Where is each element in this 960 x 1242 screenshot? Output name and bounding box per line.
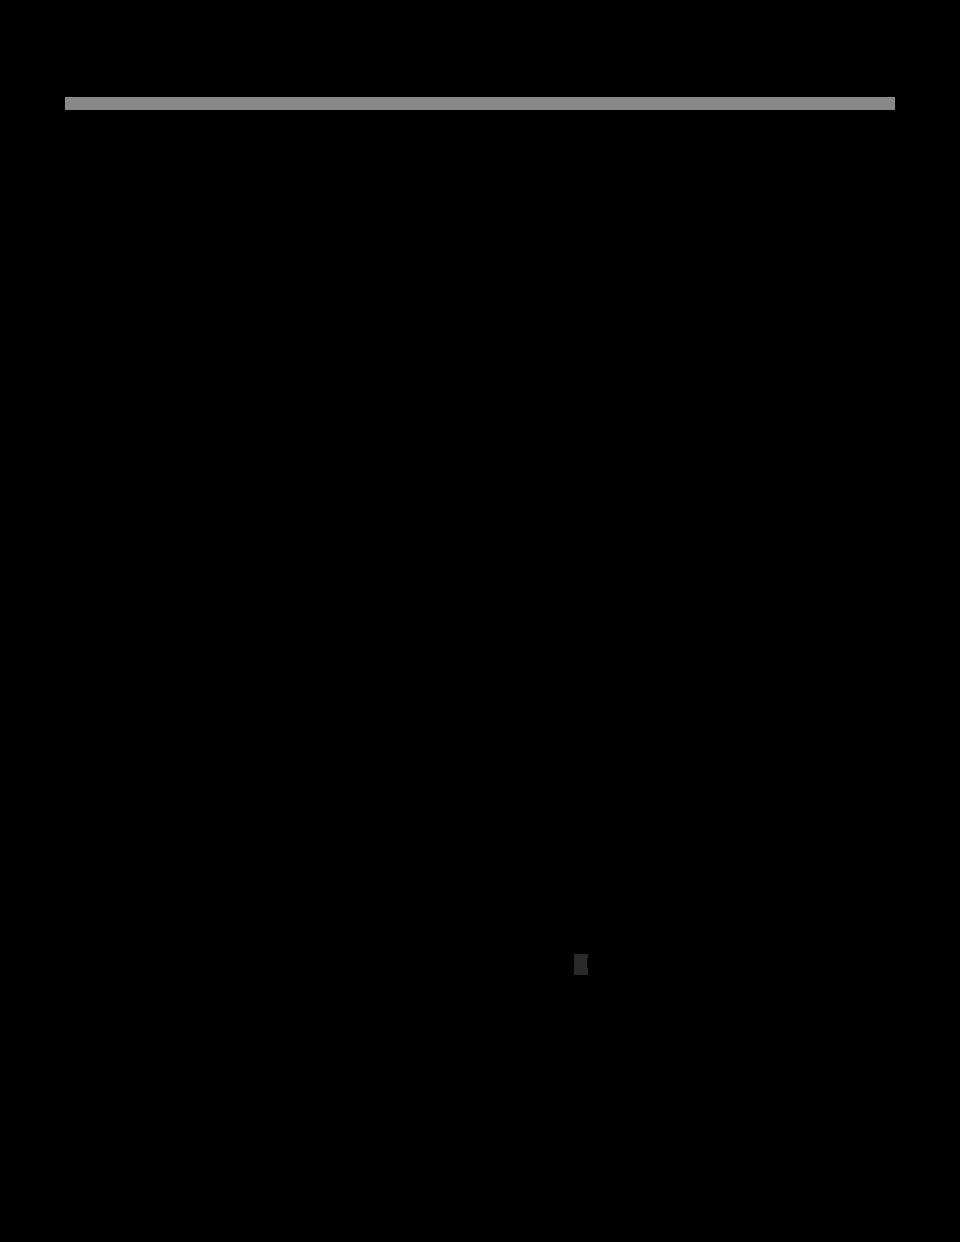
Text: ven piston pump.  The earlier system using the electro-hydraulic pump will not b: ven piston pump. The earlier system usin…: [97, 225, 675, 238]
Text: •  E34 - Touring 525i and 530i: • E34 - Touring 525i and 530i: [135, 518, 336, 532]
Text: suspension system and power steering system.: suspension system and power steering sys…: [97, 396, 414, 410]
Text: Strut: Strut: [748, 1129, 779, 1143]
Text: The system is installed on:: The system is installed on:: [97, 438, 276, 452]
Text: Strut: Strut: [748, 714, 779, 727]
Bar: [573, 954, 589, 975]
Bar: [781, 951, 796, 977]
Text: Pressure reservoir: Pressure reservoir: [626, 776, 738, 789]
Bar: [65, 79, 895, 97]
Text: 4: 4: [97, 1148, 106, 1161]
Text: The self-leveling suspension system is designed to maintain vehicle ride height : The self-leveling suspension system is d…: [97, 297, 671, 309]
Text: This module pertains to the hydropneumatic rear suspension system with the engin: This module pertains to the hydropneumat…: [97, 196, 693, 210]
Text: Pressure reservoir: Pressure reservoir: [587, 958, 699, 971]
Text: carmanualsonline.info: carmanualsonline.info: [745, 1212, 936, 1227]
Text: The system is fully hydraulic, utilizing a tandem oil pump to supply pressure to: The system is fully hydraulic, utilizing…: [97, 368, 686, 380]
Text: cussed.: cussed.: [97, 255, 147, 267]
Text: Hydropneumatic Rear Leveling System: Hydropneumatic Rear Leveling System: [97, 158, 509, 178]
Bar: [131, 802, 197, 919]
Text: •  E32 - 735 iL, 740iL and 750iL: • E32 - 735 iL, 740iL and 750iL: [135, 474, 346, 487]
Text: •  E38 - 740 iL and 750iL: • E38 - 740 iL and 750iL: [135, 563, 301, 575]
Text: Reservoir: Reservoir: [131, 779, 190, 791]
Text: Tandem pump: Tandem pump: [140, 1016, 229, 1030]
Text: loaded conditions.: loaded conditions.: [97, 325, 219, 338]
Text: Level Control Systems: Level Control Systems: [97, 1161, 213, 1171]
Bar: [65, 97, 895, 111]
Text: Control valve: Control valve: [587, 928, 669, 941]
